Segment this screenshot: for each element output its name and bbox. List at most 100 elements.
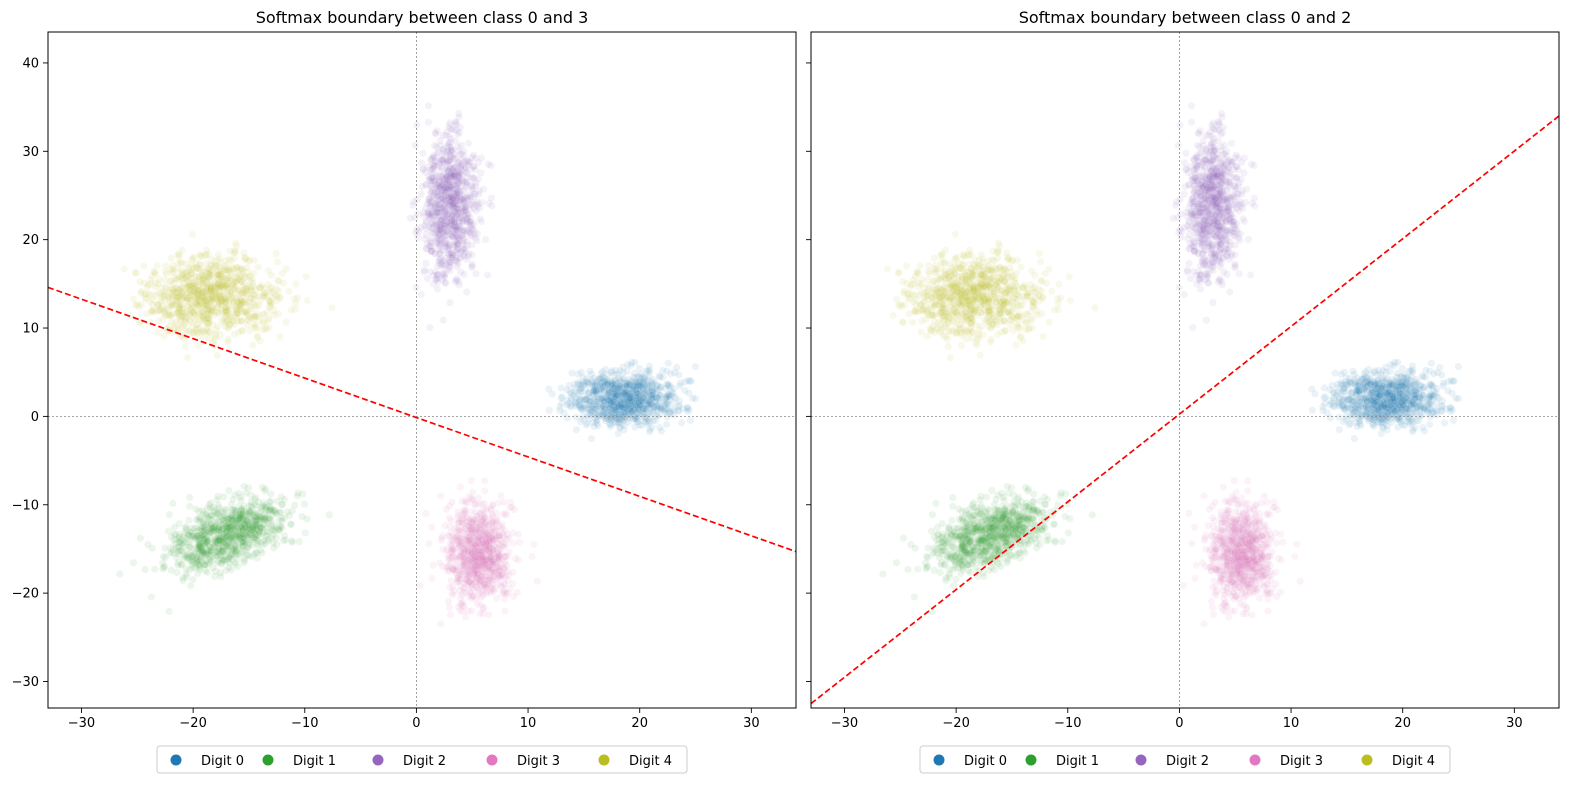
data-point xyxy=(253,554,262,563)
data-point xyxy=(511,554,520,563)
data-point xyxy=(424,539,433,548)
data-point xyxy=(259,290,268,299)
data-point xyxy=(579,405,587,414)
data-point xyxy=(168,499,177,508)
data-point xyxy=(632,394,641,403)
data-point xyxy=(616,423,624,432)
data-point xyxy=(685,389,693,398)
data-point xyxy=(626,394,634,403)
data-point xyxy=(596,393,605,402)
data-point xyxy=(625,398,634,407)
data-point xyxy=(587,401,596,410)
data-point xyxy=(609,409,618,418)
data-point xyxy=(251,521,260,530)
data-point xyxy=(634,403,642,412)
data-point xyxy=(599,412,607,421)
data-point xyxy=(603,370,612,379)
data-point xyxy=(639,406,648,415)
data-point xyxy=(199,287,207,296)
data-point xyxy=(661,401,669,409)
data-point xyxy=(625,396,633,405)
data-point xyxy=(619,404,628,413)
data-point xyxy=(642,389,650,398)
data-point xyxy=(450,524,459,533)
data-point xyxy=(585,388,594,397)
data-point xyxy=(631,423,639,431)
data-point xyxy=(610,384,619,393)
data-point xyxy=(266,497,275,506)
data-point xyxy=(277,492,286,501)
data-point xyxy=(557,394,566,402)
data-point xyxy=(609,398,618,406)
data-point xyxy=(193,552,201,561)
data-point xyxy=(194,560,203,569)
data-point xyxy=(620,421,629,430)
data-point xyxy=(190,253,198,262)
data-point xyxy=(676,382,684,390)
data-point xyxy=(589,400,598,409)
data-point xyxy=(582,395,591,403)
data-point xyxy=(290,501,299,509)
data-point xyxy=(438,562,447,571)
data-point xyxy=(605,405,614,414)
series-digit-4 xyxy=(120,230,336,362)
data-point xyxy=(620,404,629,413)
data-point xyxy=(422,230,431,239)
data-point xyxy=(528,552,536,561)
data-point xyxy=(600,377,608,386)
data-point xyxy=(644,382,652,391)
data-point xyxy=(428,184,437,193)
data-point xyxy=(623,383,631,391)
data-point xyxy=(274,277,283,286)
data-point xyxy=(625,405,634,413)
data-point xyxy=(249,299,258,307)
data-point xyxy=(607,368,616,377)
legend-label: Digit 4 xyxy=(629,754,672,769)
data-point xyxy=(178,246,187,254)
data-point xyxy=(413,195,421,204)
data-point xyxy=(623,404,632,413)
data-point xyxy=(185,493,194,502)
data-point xyxy=(629,381,637,389)
data-point xyxy=(448,531,457,540)
data-point xyxy=(582,378,591,386)
chart-panel-left: Softmax boundary between class 0 and 3−3… xyxy=(12,8,797,774)
data-point xyxy=(634,380,643,389)
series-digit-2 xyxy=(406,101,496,332)
data-point xyxy=(197,545,205,554)
data-point xyxy=(288,537,296,545)
data-point xyxy=(636,388,645,396)
data-point xyxy=(436,620,445,628)
data-point xyxy=(261,325,270,334)
data-point xyxy=(175,519,184,528)
data-point xyxy=(644,376,652,385)
data-point xyxy=(643,367,652,375)
data-point xyxy=(655,394,664,403)
data-point xyxy=(608,399,617,407)
data-point xyxy=(642,409,651,417)
data-point xyxy=(575,388,584,396)
data-point xyxy=(667,369,675,378)
data-point xyxy=(648,379,657,388)
data-point xyxy=(483,583,492,592)
data-point xyxy=(429,561,438,570)
data-point xyxy=(147,593,156,601)
data-point xyxy=(605,402,614,410)
data-point xyxy=(645,427,654,436)
data-point xyxy=(474,190,483,198)
data-point xyxy=(468,182,476,191)
legend-label: Digit 2 xyxy=(403,754,446,769)
data-point xyxy=(677,418,686,427)
data-point xyxy=(650,403,658,412)
data-point xyxy=(637,380,646,389)
data-point xyxy=(586,393,595,402)
x-tick-label: −30 xyxy=(68,716,95,731)
data-point xyxy=(461,201,470,209)
data-point xyxy=(260,510,269,518)
data-point xyxy=(221,566,230,575)
chart-title: Softmax boundary between class 0 and 2 xyxy=(1019,8,1352,27)
data-point xyxy=(202,510,210,519)
data-point xyxy=(225,265,234,274)
data-point xyxy=(582,420,591,429)
data-point xyxy=(246,284,255,293)
